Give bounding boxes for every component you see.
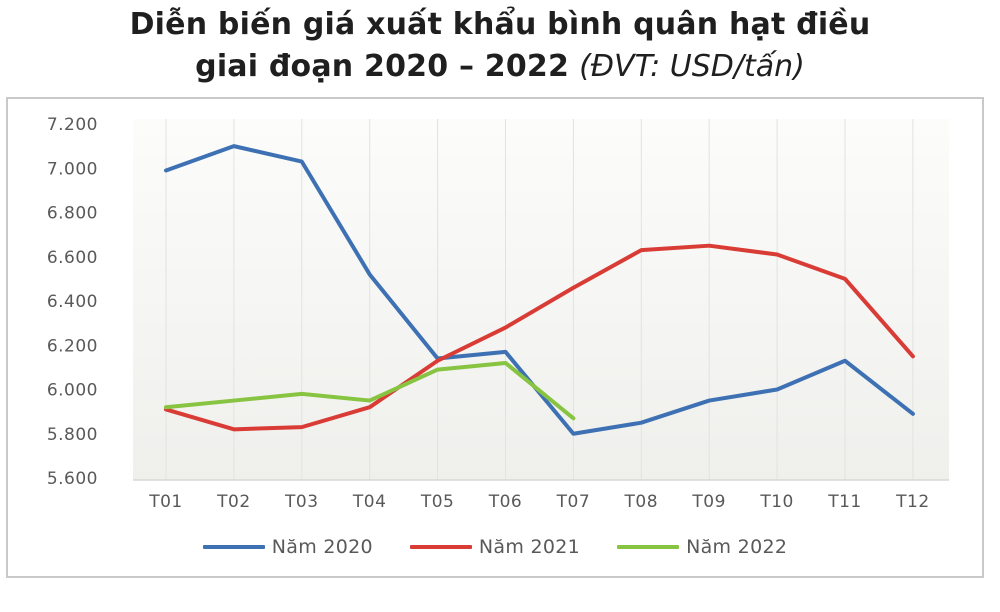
chart-title: Diễn biến giá xuất khẩu bình quân hạt đi… bbox=[0, 5, 1000, 86]
x-tick-label: T03 bbox=[284, 492, 319, 512]
x-tick-label: T10 bbox=[759, 492, 794, 512]
x-tick-label: T11 bbox=[827, 492, 862, 512]
x-tick-label: T02 bbox=[216, 492, 251, 512]
y-tick-label: 6.200 bbox=[47, 336, 98, 356]
x-tick-label: T05 bbox=[420, 492, 455, 512]
y-tick-label: 6.000 bbox=[47, 381, 98, 401]
chart-title-unit: (ĐVT: USD/tấn) bbox=[579, 48, 805, 84]
x-tick-label: T06 bbox=[488, 492, 523, 512]
series-line-năm-2022 bbox=[164, 360, 576, 421]
y-tick-label: 6.800 bbox=[47, 204, 98, 224]
y-tick-label: 5.800 bbox=[47, 425, 98, 445]
y-tick-label: 7.000 bbox=[47, 159, 98, 179]
legend-item-nam-2021: Năm 2021 bbox=[409, 536, 581, 558]
legend-swatch-nam-2022 bbox=[617, 545, 680, 549]
y-tick-label: 6.600 bbox=[47, 248, 98, 268]
series-line-năm-2021 bbox=[164, 243, 915, 432]
legend-label-nam-2020: Năm 2020 bbox=[271, 536, 373, 558]
legend-item-nam-2022: Năm 2022 bbox=[617, 536, 787, 558]
x-tick-label: T07 bbox=[556, 492, 591, 512]
y-tick-label: 5.600 bbox=[47, 469, 98, 489]
y-tick-label: 6.400 bbox=[47, 292, 98, 312]
x-tick-label: T08 bbox=[624, 492, 659, 512]
chart-legend: Năm 2020 Năm 2021 Năm 2022 bbox=[8, 533, 982, 561]
legend-label-nam-2022: Năm 2022 bbox=[686, 536, 788, 558]
chart-title-period: giai đoạn 2020 – 2022 bbox=[195, 48, 570, 84]
chart-panel: T01 T02 T03 T04 T05 T06 T07 T08 T09 T10 T11 T12 5.60… bbox=[6, 97, 984, 578]
x-tick-label: T12 bbox=[895, 492, 930, 512]
y-tick-label: 7.200 bbox=[47, 115, 98, 135]
legend-swatch-nam-2020 bbox=[202, 545, 265, 549]
chart-title-line2: giai đoạn 2020 – 2022 (ĐVT: USD/tấn) bbox=[0, 47, 1000, 87]
legend-label-nam-2021: Năm 2021 bbox=[478, 536, 581, 558]
chart-title-line1: Diễn biến giá xuất khẩu bình quân hạt đi… bbox=[129, 7, 871, 42]
x-tick-label: T09 bbox=[691, 492, 726, 512]
x-tick-label: T01 bbox=[148, 492, 183, 512]
legend-swatch-nam-2021 bbox=[409, 545, 472, 549]
legend-item-nam-2020: Năm 2020 bbox=[202, 536, 373, 558]
line-chart: T01 T02 T03 T04 T05 T06 T07 T08 T09 T10 T11 T12 5.60… bbox=[47, 115, 949, 512]
plot-background bbox=[133, 119, 949, 480]
x-tick-label: T04 bbox=[352, 492, 387, 512]
